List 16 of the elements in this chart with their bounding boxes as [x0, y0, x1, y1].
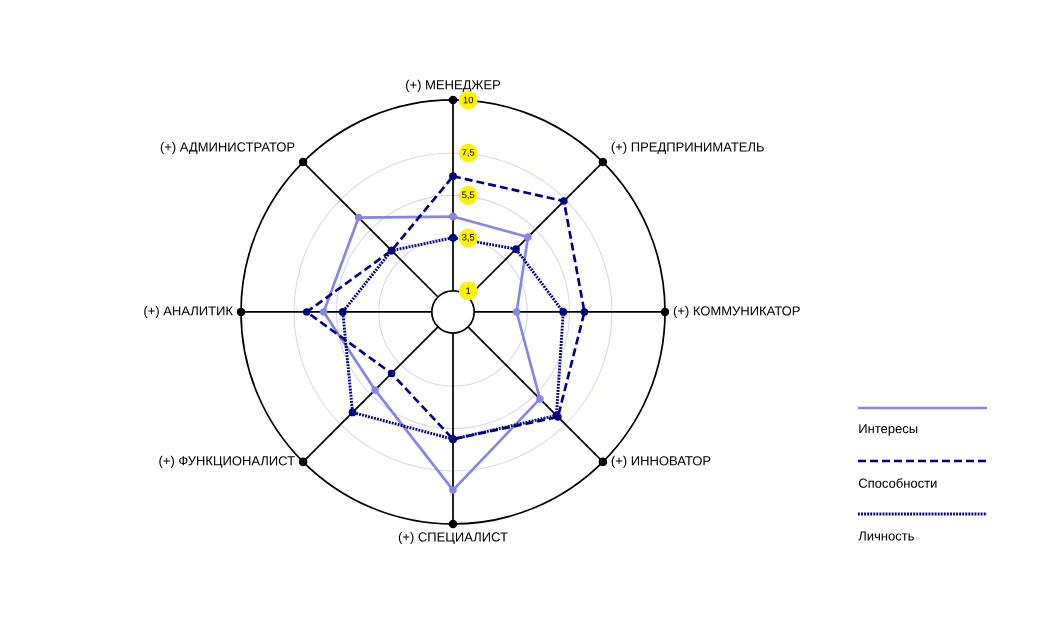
spoke-label: (+) АНАЛИТИК — [144, 305, 233, 319]
spoke-label: (+) ФУНКЦИОНАЛИСТ — [159, 455, 295, 468]
spoke-label: (+) СПЕЦИАЛИСТ — [398, 531, 508, 545]
y-tick-label: 7,5 — [462, 149, 475, 157]
y-tick-label: 1 — [466, 287, 471, 294]
spoke-label: (+) ПРЕДПРИНИМАТЕЛЬ — [611, 141, 764, 155]
text: Интересы — [859, 424, 918, 436]
text: Способности — [858, 478, 937, 488]
spoke-label: (+) КОММУНИКАТОР — [673, 305, 800, 319]
y-tick-label: 10 — [463, 96, 473, 104]
spoke-label: (+) АДМИНИСТРАТОР — [160, 141, 295, 155]
spoke-label: (+) ИННОВАТОР — [611, 455, 711, 468]
y-tick-label: 3,5 — [462, 233, 475, 242]
y-tick-label: 5,5 — [462, 191, 475, 200]
text: Личность — [858, 531, 914, 541]
spoke-label: (+) МЕНЕДЖЕР — [406, 79, 501, 92]
